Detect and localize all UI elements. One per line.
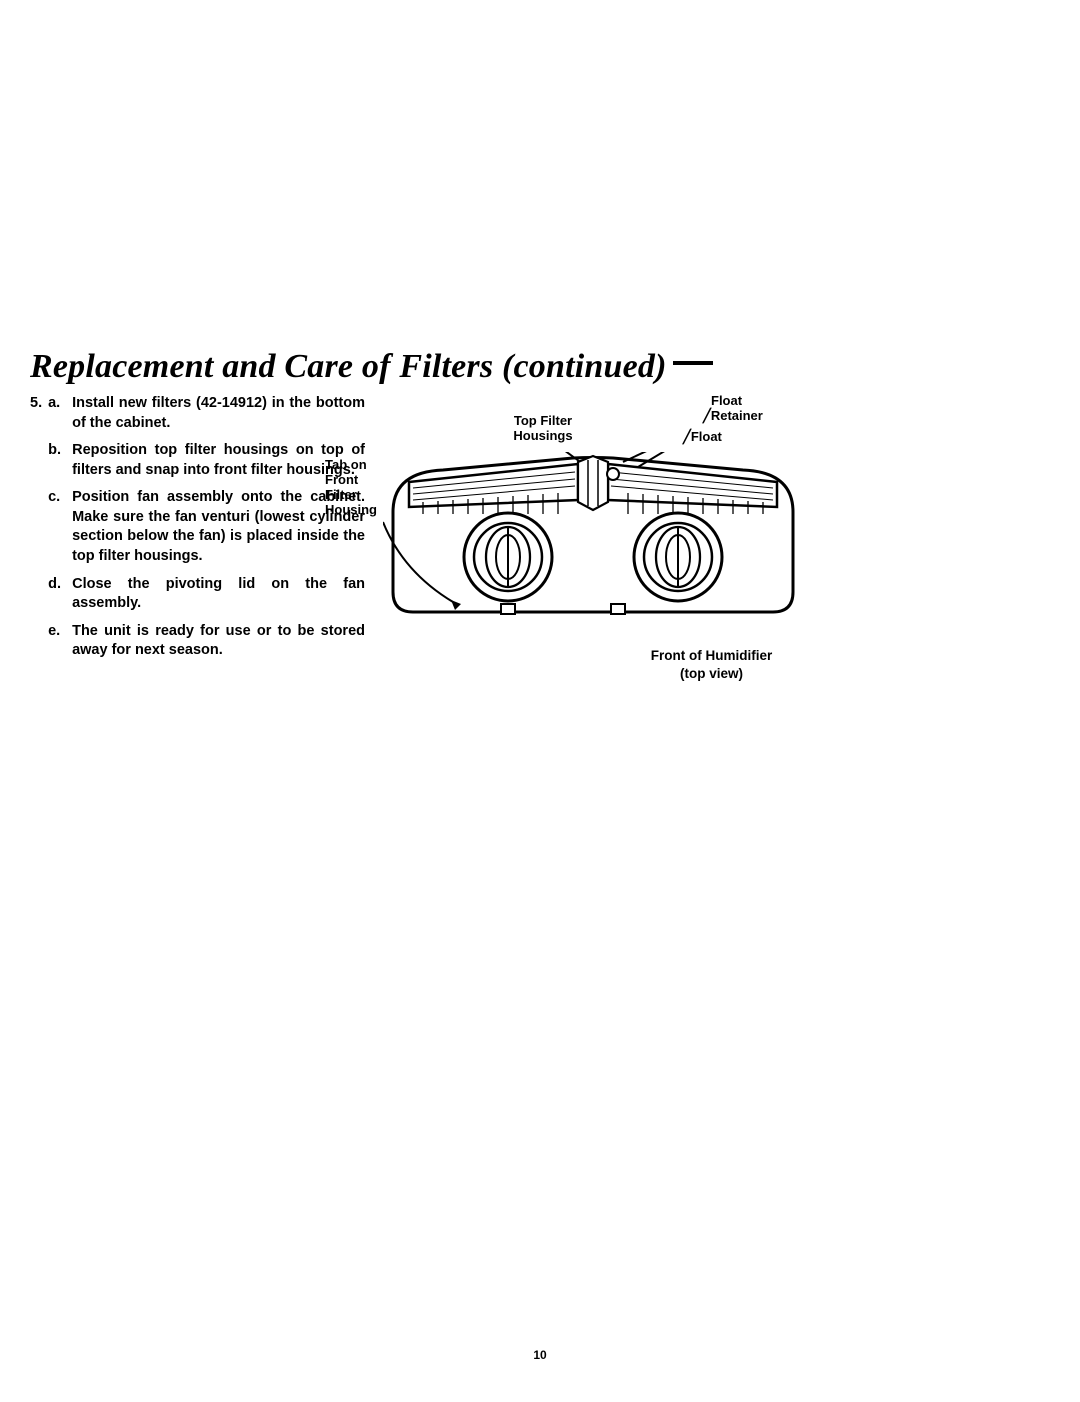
caption-line: Front of Humidifier [651,648,773,663]
sub-text: Install new filters (42-14912) in the bo… [72,394,365,433]
label-line: ╱ [683,429,691,444]
instruction-column: 5. a. Install new filters (42-14912) in … [30,394,365,677]
label-line: Housings [513,428,572,443]
manual-page: Replacement and Care of Filters (continu… [0,0,1080,1402]
sub-text: Position fan assembly onto the cabinet. … [72,488,365,566]
fan-right-icon [634,513,722,601]
figure-column: Float ╱Retainer Top Filter Housings ╱Flo… [373,394,1050,683]
sub-marker: c. [48,488,64,566]
sub-list: a. Install new filters (42-14912) in the… [48,394,365,669]
sub-marker: a. [48,394,64,433]
label-float: ╱Float [693,430,743,445]
label-tab-on-front-filter-housing: Tab on Front Filter Housing [325,458,385,518]
label-line: Housing [325,502,377,517]
sub-marker: d. [48,575,64,614]
label-line: Front [325,472,358,487]
list-item-5: 5. a. Install new filters (42-14912) in … [30,394,365,669]
figure-caption: Front of Humidifier (top view) [373,647,1050,683]
fan-left-icon [464,513,552,601]
label-line: Filter [325,487,357,502]
page-number: 10 [0,1348,1080,1362]
list-item: c. Position fan assembly onto the cabine… [48,488,365,566]
list-number: 5. [30,394,42,669]
humidifier-diagram [383,452,1050,637]
label-line: Top Filter [514,413,572,428]
label-line: Tab on [325,457,367,472]
label-line: ╱ [703,408,711,423]
label-line: Float [711,393,742,408]
caption-line: (top view) [680,666,743,681]
sub-text: The unit is ready for use or to be store… [72,622,365,661]
sub-marker: e. [48,622,64,661]
content-row: 5. a. Install new filters (42-14912) in … [30,394,1050,683]
label-line: Float [691,429,722,444]
label-line: Retainer [711,408,763,423]
label-float-retainer: Float ╱Retainer [711,394,791,424]
section-title: Replacement and Care of Filters (continu… [30,348,1050,386]
list-item: b. Reposition top filter housings on top… [48,441,365,480]
section-title-text: Replacement and Care of Filters (continu… [30,348,667,385]
label-top-filter-housings: Top Filter Housings [493,414,593,444]
list-item: a. Install new filters (42-14912) in the… [48,394,365,433]
sub-marker: b. [48,441,64,480]
list-item: d. Close the pivoting lid on the fan ass… [48,575,365,614]
sub-text: Close the pivoting lid on the fan assemb… [72,575,365,614]
sub-text: Reposition top filter housings on top of… [72,441,365,480]
list-item: e. The unit is ready for use or to be st… [48,622,365,661]
title-dash [673,361,713,365]
figure-labels: Float ╱Retainer Top Filter Housings ╱Flo… [373,396,1050,456]
humidifier-svg [383,452,803,632]
